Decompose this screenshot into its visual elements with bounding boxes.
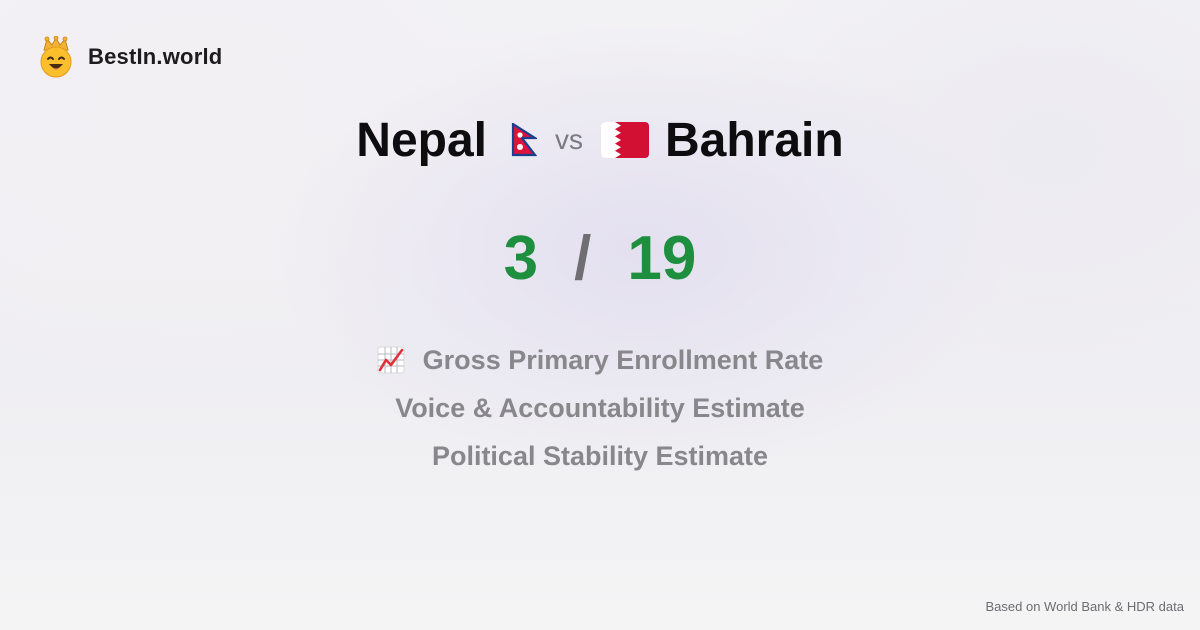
metric-label: Gross Primary Enrollment Rate	[422, 345, 824, 375]
nepal-flag-icon	[511, 123, 537, 157]
score-display: 3 / 19	[0, 218, 1200, 298]
right-score: 19	[627, 223, 697, 293]
metric-item: Political Stability Estimate	[432, 432, 768, 480]
left-country-name: Nepal	[356, 113, 487, 167]
vs-label: vs	[555, 124, 583, 155]
comparison-title: Nepal vs Bahrain	[0, 108, 1200, 172]
metric-item: Gross Primary Enrollment Rate	[377, 336, 824, 384]
metric-label: Voice & Accountability Estimate	[395, 393, 805, 423]
smiling-crown-face-icon	[40, 36, 72, 78]
left-score: 3	[503, 223, 539, 293]
chart-increasing-icon	[377, 346, 405, 374]
score-separator: /	[574, 223, 592, 293]
brand-name: BestIn.world	[88, 44, 223, 69]
right-country-name: Bahrain	[665, 113, 844, 167]
brand-header[interactable]: BestIn.world	[38, 36, 222, 78]
source-note: Based on World Bank & HDR data	[985, 599, 1184, 614]
metrics-list: Gross Primary Enrollment Rate Voice & Ac…	[0, 336, 1200, 480]
bahrain-flag-icon	[601, 122, 649, 158]
metric-label: Political Stability Estimate	[431, 441, 769, 471]
metric-item: Voice & Accountability Estimate	[395, 384, 805, 432]
